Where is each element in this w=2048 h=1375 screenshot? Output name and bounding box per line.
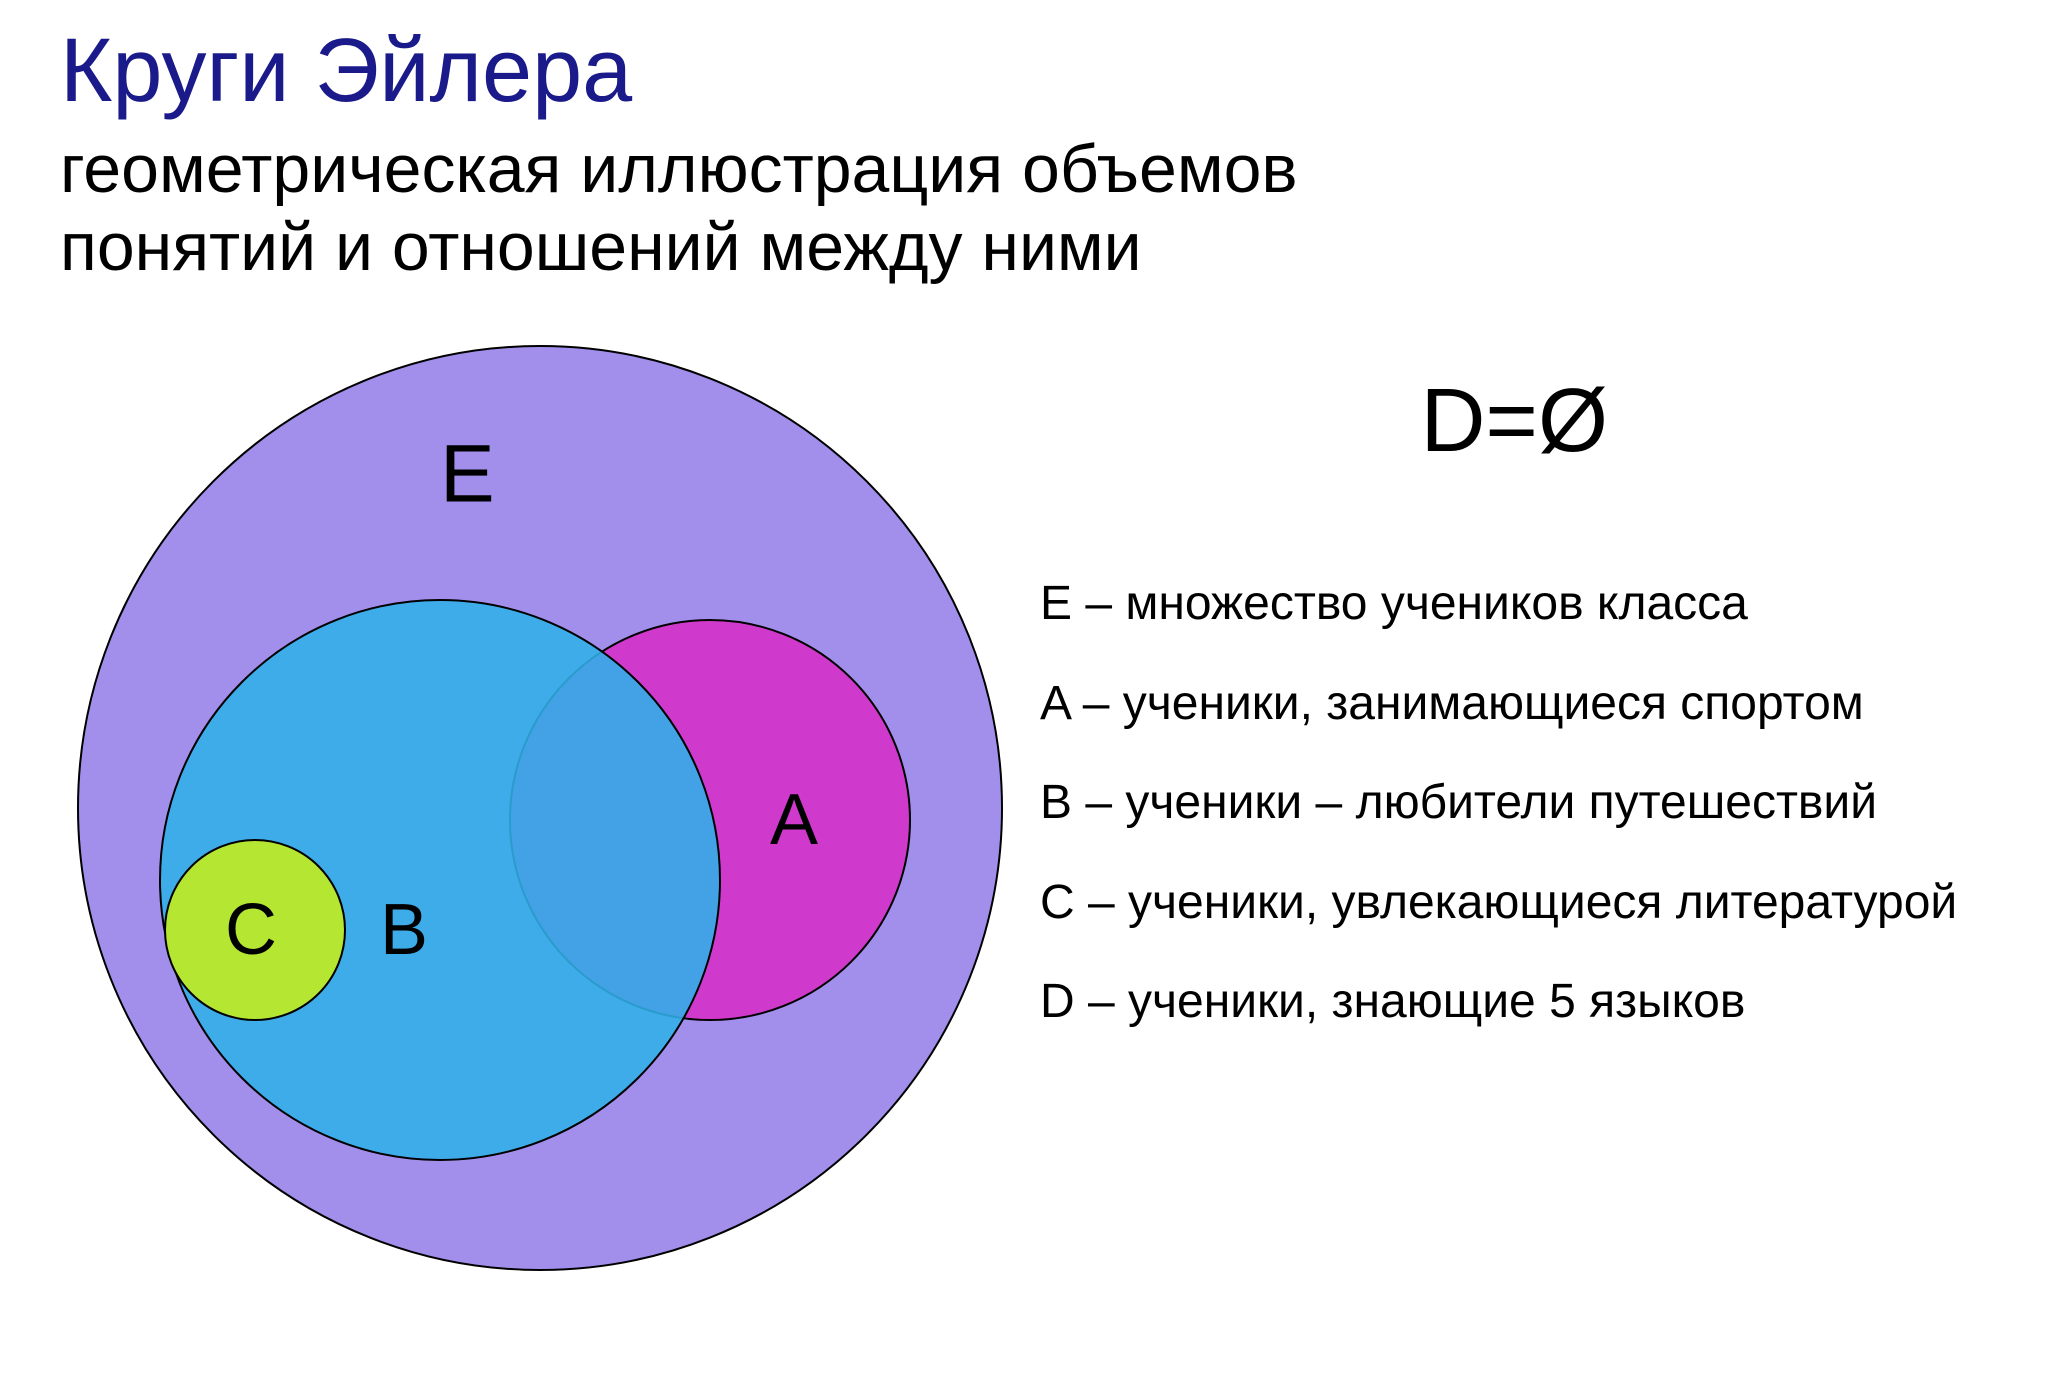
- circle-label-a: A: [770, 780, 818, 860]
- legend-item: D – ученики, знающие 5 языков: [1040, 973, 2030, 1031]
- legend-item: E – множество учеников класса: [1040, 575, 2030, 633]
- euler-diagram: E A B C: [60, 320, 1020, 1280]
- page-title: Круги Эйлера: [60, 20, 632, 123]
- legend: E – множество учеников класса A – ученик…: [1040, 575, 2030, 1073]
- circle-label-e: E: [440, 429, 495, 520]
- legend-item: A – ученики, занимающиеся спортом: [1040, 675, 2030, 733]
- euler-svg: E A B C: [60, 320, 1020, 1280]
- formula-text: D=Ø: [1420, 370, 1608, 473]
- legend-item: C – ученики, увлекающиеся литературой: [1040, 874, 2030, 932]
- circle-label-c: C: [225, 890, 277, 970]
- circle-label-b: B: [380, 890, 428, 970]
- legend-item: B – ученики – любители путешествий: [1040, 774, 2030, 832]
- page-subtitle: геометрическая иллюстрация объемовпоняти…: [60, 130, 1298, 286]
